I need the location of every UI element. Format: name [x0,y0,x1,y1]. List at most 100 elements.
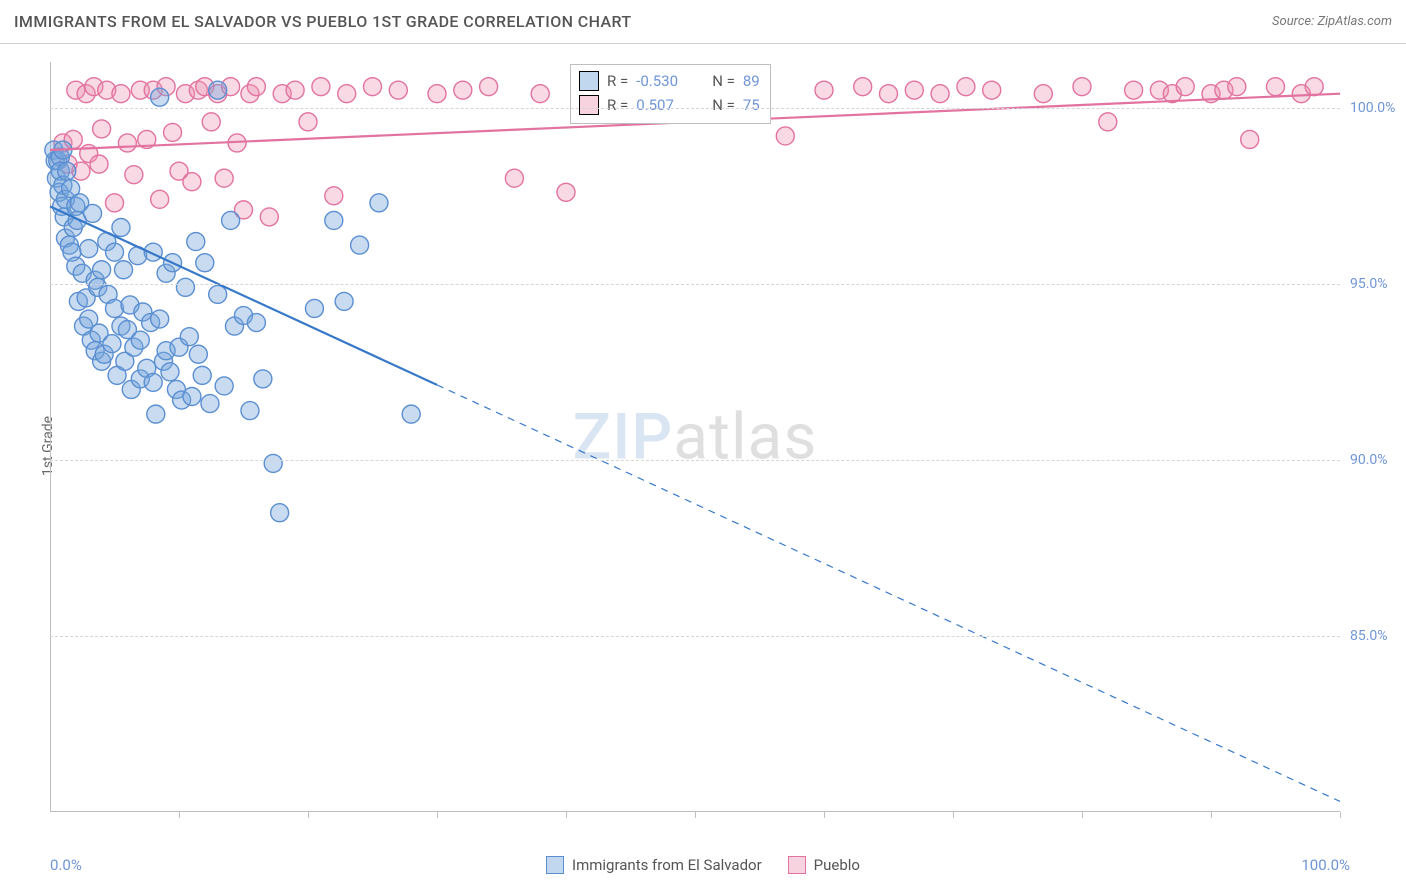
scatter-point-blue [147,405,165,423]
x-tick [566,812,567,818]
legend-row-pink: R = 0.507 N = 75 [579,93,760,117]
scatter-point-pink [125,166,143,184]
source-name: ZipAtlas.com [1317,14,1392,29]
legend-r-label: R = [607,96,628,114]
gridline [50,460,1340,461]
scatter-point-blue [183,388,201,406]
y-tick-label: 95.0% [1350,276,1406,292]
scatter-point-blue [370,194,388,212]
scatter-point-blue [115,261,133,279]
legend-item-pink: Pueblo [788,856,860,874]
scatter-point-blue [254,370,272,388]
scatter-point-blue [106,243,124,261]
scatter-point-blue [58,162,76,180]
scatter-point-blue [196,254,214,272]
scatter-point-pink [112,85,130,103]
scatter-point-blue [209,81,227,99]
scatter-point-blue [305,299,323,317]
scatter-point-pink [118,134,136,152]
scatter-point-pink [1099,113,1117,131]
gridline [50,636,1340,637]
scatter-point-blue [84,204,102,222]
x-tick [1082,812,1083,818]
scatter-point-pink [1267,78,1285,96]
legend-label-blue: Immigrants from El Salvador [572,856,762,874]
x-tick [953,812,954,818]
scatter-point-pink [983,81,1001,99]
scatter-point-blue [271,504,289,522]
scatter-point-pink [428,85,446,103]
scatter-point-blue [80,240,98,258]
x-tick [695,812,696,818]
legend-swatch-blue [579,71,599,91]
scatter-point-pink [93,120,111,138]
scatter-point-pink [215,169,233,187]
x-tick [824,812,825,818]
scatter-point-pink [1125,81,1143,99]
series-legend: Immigrants from El Salvador Pueblo [0,856,1406,874]
scatter-point-pink [325,187,343,205]
scatter-point-blue [189,345,207,363]
source-label: Source: [1272,14,1314,29]
legend-label-pink: Pueblo [814,856,860,874]
correlation-legend: R = -0.530 N = 89 R = 0.507 N = 75 [570,64,771,124]
scatter-point-pink [1228,78,1246,96]
scatter-point-pink [1034,85,1052,103]
scatter-point-pink [957,78,975,96]
scatter-point-pink [1176,78,1194,96]
scatter-point-blue [93,261,111,279]
scatter-point-blue [151,310,169,328]
scatter-point-pink [815,81,833,99]
legend-n-label: N = [712,72,735,90]
scatter-point-pink [183,173,201,191]
legend-n-value-pink: 75 [743,96,760,114]
scatter-point-blue [325,211,343,229]
legend-r-value-blue: -0.530 [636,72,696,90]
scatter-point-pink [1241,130,1259,148]
legend-row-blue: R = -0.530 N = 89 [579,69,760,93]
x-tick [179,812,180,818]
gridline [50,284,1340,285]
scatter-point-pink [505,169,523,187]
chart-title: IMMIGRANTS FROM EL SALVADOR VS PUEBLO 1S… [14,12,632,31]
scatter-point-pink [164,123,182,141]
scatter-point-pink [931,85,949,103]
scatter-point-pink [854,78,872,96]
scatter-point-blue [187,233,205,251]
scatter-point-blue [176,278,194,296]
scatter-point-pink [389,81,407,99]
y-tick-label: 85.0% [1350,628,1406,644]
scatter-point-blue [264,454,282,472]
x-tick [308,812,309,818]
scatter-point-pink [260,208,278,226]
legend-r-label: R = [607,72,628,90]
scatter-point-pink [90,155,108,173]
scatter-point-pink [364,78,382,96]
scatter-point-blue [201,395,219,413]
scatter-point-blue [193,366,211,384]
scatter-point-blue [112,218,130,236]
scatter-point-blue [247,314,265,332]
scatter-point-blue [335,292,353,310]
scatter-point-pink [106,194,124,212]
scatter-point-pink [880,85,898,103]
legend-swatch-blue [546,856,564,874]
legend-r-value-pink: 0.507 [636,96,696,114]
legend-n-label: N = [712,96,735,114]
y-tick-label: 90.0% [1350,452,1406,468]
legend-item-blue: Immigrants from El Salvador [546,856,762,874]
scatter-point-pink [247,78,265,96]
scatter-point-pink [338,85,356,103]
scatter-point-pink [299,113,317,131]
scatter-point-blue [209,285,227,303]
scatter-point-pink [776,127,794,145]
scatter-point-blue [215,377,233,395]
scatter-point-pink [151,190,169,208]
scatter-point-pink [531,85,549,103]
gridline [50,108,1340,109]
scatter-point-pink [454,81,472,99]
scatter-point-pink [286,81,304,99]
scatter-point-pink [480,78,498,96]
trend-line-blue-dashed [437,385,1340,802]
x-tick [437,812,438,818]
